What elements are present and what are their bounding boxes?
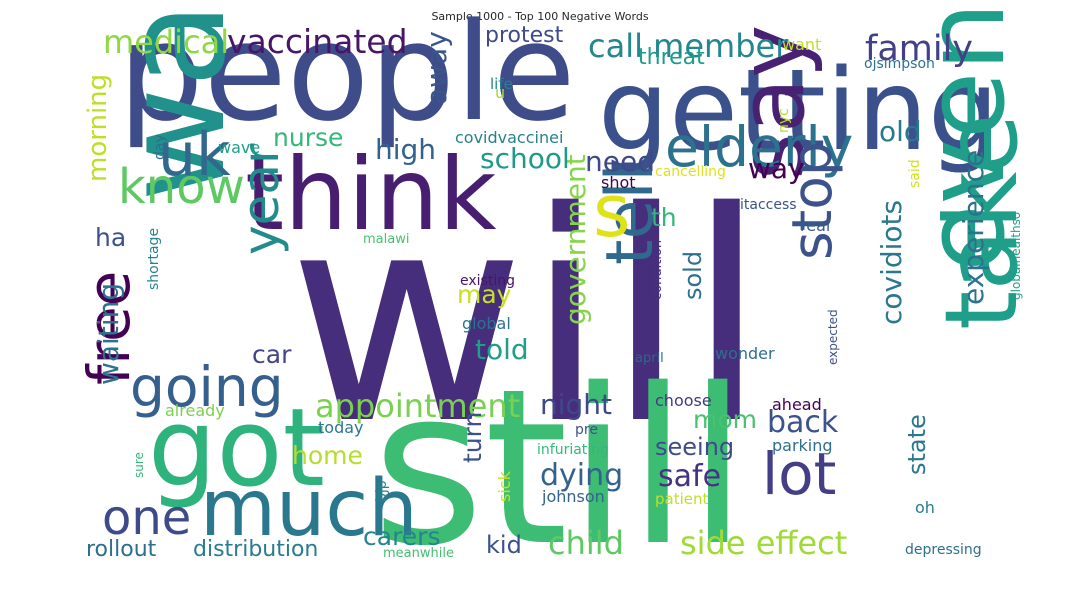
word-sold: sold [679,250,707,300]
word-choose: choose [655,391,712,410]
word-family: family [865,29,974,69]
word-oh: oh [915,498,935,517]
word-call-member: call member [588,27,789,65]
word-day: day [152,134,168,160]
word-think: think [245,136,497,253]
word-still: still [372,342,748,593]
word-expected: expected [826,309,840,365]
word-threat: threat [638,45,705,70]
word-said: said [907,159,923,188]
word-carers: carers [363,522,441,551]
chart-title: Sample 1000 - Top 100 Negative Words [431,10,649,23]
word-cloud: will still people wa getting think got even take… [75,0,1040,593]
word-vaccinated: vaccinated [227,22,408,61]
word-side-effect: side effect [680,524,848,562]
word-bjp: bjp [374,480,390,502]
word-uk: uk [158,120,231,190]
word-real: real [800,216,831,235]
word-rollout: rollout [86,537,157,562]
word-back: back [767,405,839,440]
word-globalhealthso: globalhealthso [1009,211,1023,300]
word-seeing: seeing [655,433,735,461]
word-dying: dying [540,458,624,493]
word-told: told [475,333,529,366]
word-parking: parking [772,436,833,455]
word-going: going [130,355,284,419]
word-people: people [118,0,576,151]
word-way: way [748,152,805,185]
word-shortage: shortage [146,227,162,290]
word-safe: safe [658,459,722,494]
word-ahead: ahead [772,395,822,414]
word-already: already [165,401,225,420]
word-life: life [490,75,513,93]
word-ojsimpson: ojsimpson [864,56,935,72]
word-th: th [651,203,677,232]
word-lot: lot [762,440,837,508]
word-may: may [457,280,512,309]
word-year: year [232,143,290,255]
word-covidvaccinei: covidvaccinei [455,128,564,147]
word-depressing: depressing [905,542,982,558]
word-sick: sick [495,471,514,502]
word-experience: experience [957,149,990,305]
word-wave: wave [218,138,261,157]
word-cancelling: cancelling [655,164,726,180]
word-nurse: nurse [273,123,344,152]
word-want: want [782,35,822,54]
word-protest: protest [485,23,564,48]
word-sure: sure [132,452,146,478]
word-wonder: wonder [715,344,775,363]
word-government: government [559,154,592,325]
word-old: old [879,115,922,148]
word-shot: shot [601,173,636,192]
word-s: s [593,169,631,253]
word-johnson: johnson [542,487,605,506]
word-april: april [635,351,664,366]
word-night: night [540,388,613,421]
word-medical: medical [103,23,230,61]
word-meanwhile: meanwhile [383,546,454,561]
word-state: state [903,414,931,475]
word-u: u [495,83,506,102]
word-will: will [288,151,767,488]
word-much: much [200,464,418,554]
word-kid: kid [486,531,522,559]
word-getting: getting [598,46,1000,176]
word-away: away [420,31,453,105]
word-one: one [102,490,192,546]
word-child: child [548,524,624,562]
word-today: today [318,418,364,437]
word-global: global [462,314,511,333]
word-got: got [148,386,325,511]
word-turn: turn [458,411,487,463]
word-high: high [375,133,437,166]
word-itaccess: itaccess [740,197,797,213]
word-malawi: malawi [363,232,410,247]
word-morning: morning [83,73,113,182]
word-existing: existing [460,273,515,289]
word-condition: condition [650,239,665,300]
word-know: know [118,159,245,215]
word-distribution: distribution [193,537,319,562]
word-pre: pre [575,422,598,438]
word-covidiots: covidiots [875,199,908,325]
word-car: car [252,340,292,369]
word-waiting: waiting [92,282,125,385]
word-mom: mom [693,405,758,434]
word-nyc: nyc [776,108,792,133]
word-appointment: appointment [315,387,521,425]
word-elderly: elderly [665,115,854,179]
word-infuriating: infuriating [537,442,609,458]
word-ha: ha [95,223,127,252]
word-home: home [292,441,363,470]
word-patient: patient [655,490,709,508]
word-need: need [585,145,655,178]
word-school: school [480,142,570,175]
